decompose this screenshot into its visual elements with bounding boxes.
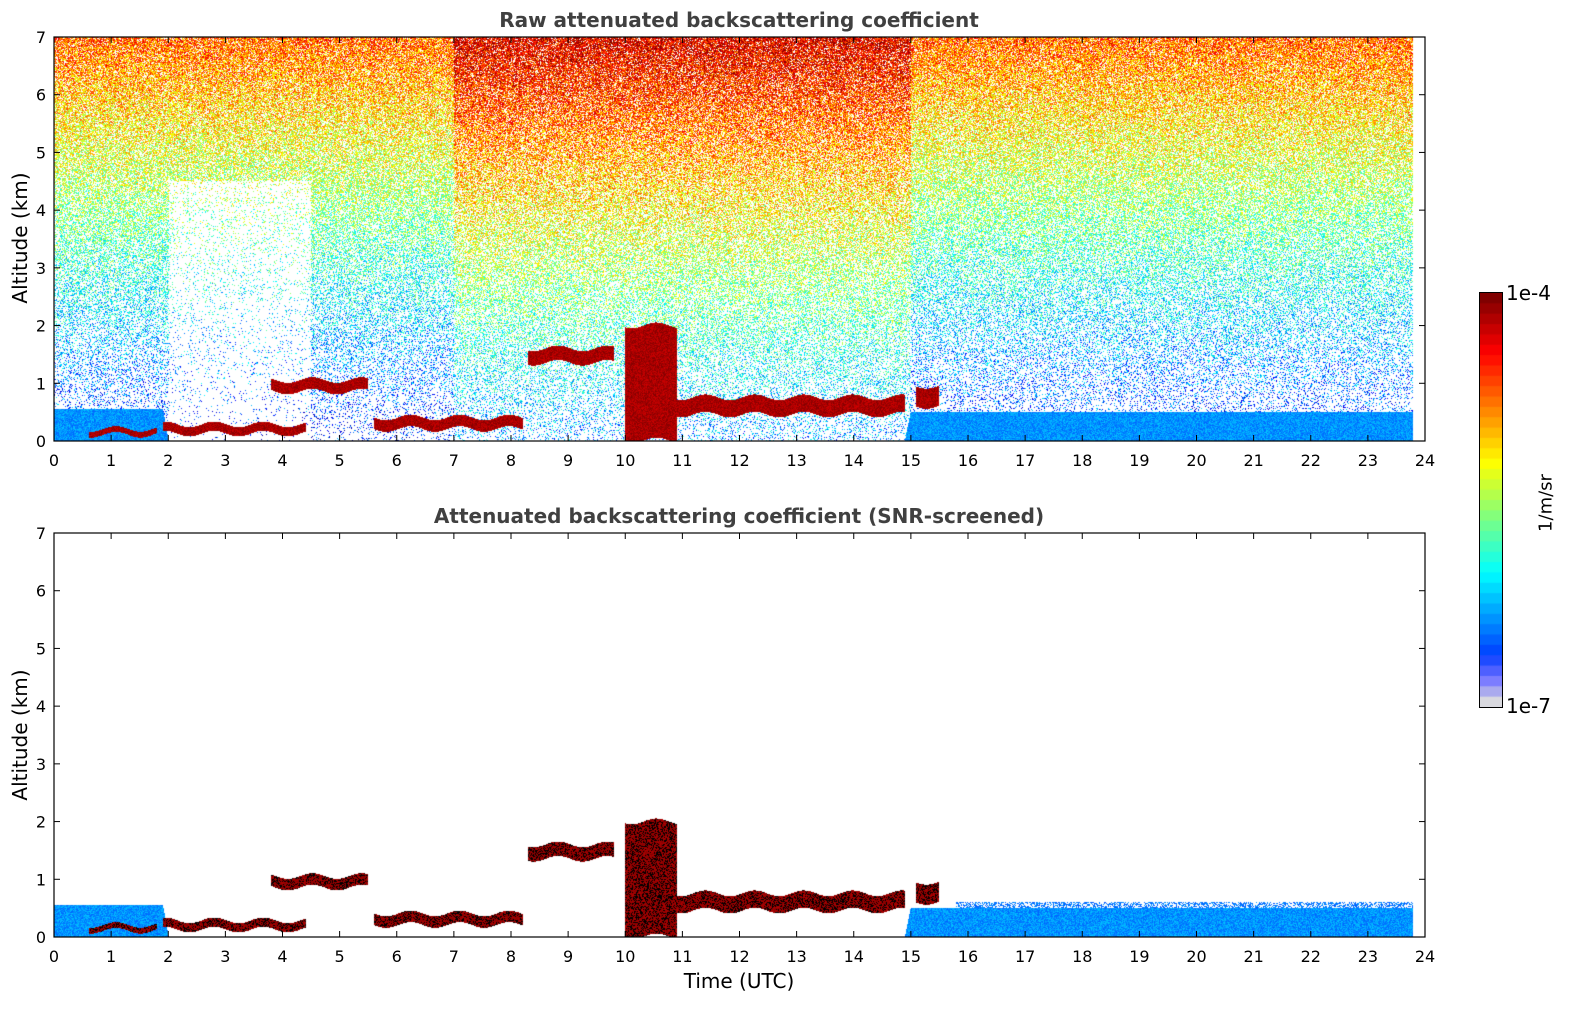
panel-1-ytick-label: 7 [36,28,46,47]
panel-1-ytick-label: 4 [36,201,46,220]
panel-1-heatmap [54,37,1425,441]
panel-2-xtick-label: 14 [844,947,864,966]
panel-2-xtick-label: 0 [49,947,59,966]
panel-1-xtick-label: 0 [49,451,59,470]
panel-2-ytick-label: 0 [36,928,46,947]
panel-1-xtick-label: 12 [729,451,749,470]
panel-1-xtick-label: 8 [506,451,516,470]
panel-2-xtick-label: 7 [449,947,459,966]
panel-2-ytick-label: 4 [36,697,46,716]
panel-1-xtick-label: 3 [220,451,230,470]
panel-1-xtick-label: 7 [449,451,459,470]
panel-2-xtick-label: 18 [1072,947,1092,966]
panel-1-xtick-label: 5 [335,451,345,470]
panel-1-ytick-label: 0 [36,432,46,451]
panel-2-xtick-label: 23 [1358,947,1378,966]
panel-1-xtick-label: 24 [1415,451,1435,470]
panel-2-xtick-label: 24 [1415,947,1435,966]
panel-1-xtick-label: 22 [1301,451,1321,470]
panel-1-xtick-label: 14 [844,451,864,470]
panel-2-heatmap [54,533,1425,937]
panel-2-xtick-label: 19 [1129,947,1149,966]
panel-1-xtick-label: 17 [1015,451,1035,470]
panel-2-xlabel: Time (UTC) [683,969,795,993]
panel-2-xtick-label: 11 [672,947,692,966]
panel-1-xtick-label: 15 [901,451,921,470]
panel-1-ytick-label: 2 [36,317,46,336]
panel-1-xtick-label: 2 [163,451,173,470]
panel-2-title: Attenuated backscattering coefficient (S… [433,504,1045,528]
panel-2-ytick-label: 5 [36,639,46,658]
panel-2-xtick-label: 17 [1015,947,1035,966]
panel-1-xtick-label: 1 [106,451,116,470]
panel-1-frame [53,36,1426,442]
panel-1-xtick-label: 10 [615,451,635,470]
panel-2-xtick-label: 6 [392,947,402,966]
panel-2-xtick-label: 16 [958,947,978,966]
panel-1-xtick-label: 4 [277,451,287,470]
colorbar-min-label: 1e-7 [1506,694,1551,718]
panel-1-xtick-label: 19 [1129,451,1149,470]
panel-2-xtick-label: 4 [277,947,287,966]
panel-1-ytick-label: 5 [36,143,46,162]
panel-2-xtick-label: 2 [163,947,173,966]
panel-2-xtick-label: 22 [1301,947,1321,966]
panel-2-xtick-label: 12 [729,947,749,966]
panel-2-xtick-label: 1 [106,947,116,966]
colorbar-unit-label: 1/m/sr [1535,474,1557,532]
panel-1-ytick-label: 1 [36,374,46,393]
panel-2-xtick-label: 15 [901,947,921,966]
panel-2-ytick-label: 3 [36,755,46,774]
panel-1-xtick-label: 9 [563,451,573,470]
panel-1-xtick-label: 21 [1243,451,1263,470]
panel-1-xtick-label: 13 [786,451,806,470]
panel-1-xtick-label: 11 [672,451,692,470]
panel-2-xtick-label: 5 [335,947,345,966]
panel-2-frame [53,532,1426,938]
panel-2-xtick-label: 20 [1186,947,1206,966]
panel-2-xtick-label: 8 [506,947,516,966]
panel-2-xtick-label: 21 [1243,947,1263,966]
colorbar [1479,292,1503,708]
panel-1-xtick-label: 20 [1186,451,1206,470]
panel-2-xtick-label: 3 [220,947,230,966]
panel-1-title: Raw attenuated backscattering coefficien… [499,8,979,32]
panel-1-xtick-label: 23 [1358,451,1378,470]
panel-1-ytick-label: 6 [36,86,46,105]
panel-1-xtick-label: 16 [958,451,978,470]
panel-2-ytick-label: 2 [36,813,46,832]
panel-2-xtick-label: 10 [615,947,635,966]
panel-1-ytick-label: 3 [36,259,46,278]
colorbar-max-label: 1e-4 [1506,281,1551,305]
panel-2-xtick-label: 13 [786,947,806,966]
panel-2-ytick-label: 7 [36,524,46,543]
panel-2-ytick-label: 1 [36,870,46,889]
panel-1-xtick-label: 18 [1072,451,1092,470]
panel-2-ytick-label: 6 [36,582,46,601]
panel-2-xtick-label: 9 [563,947,573,966]
panel-1-xtick-label: 6 [392,451,402,470]
